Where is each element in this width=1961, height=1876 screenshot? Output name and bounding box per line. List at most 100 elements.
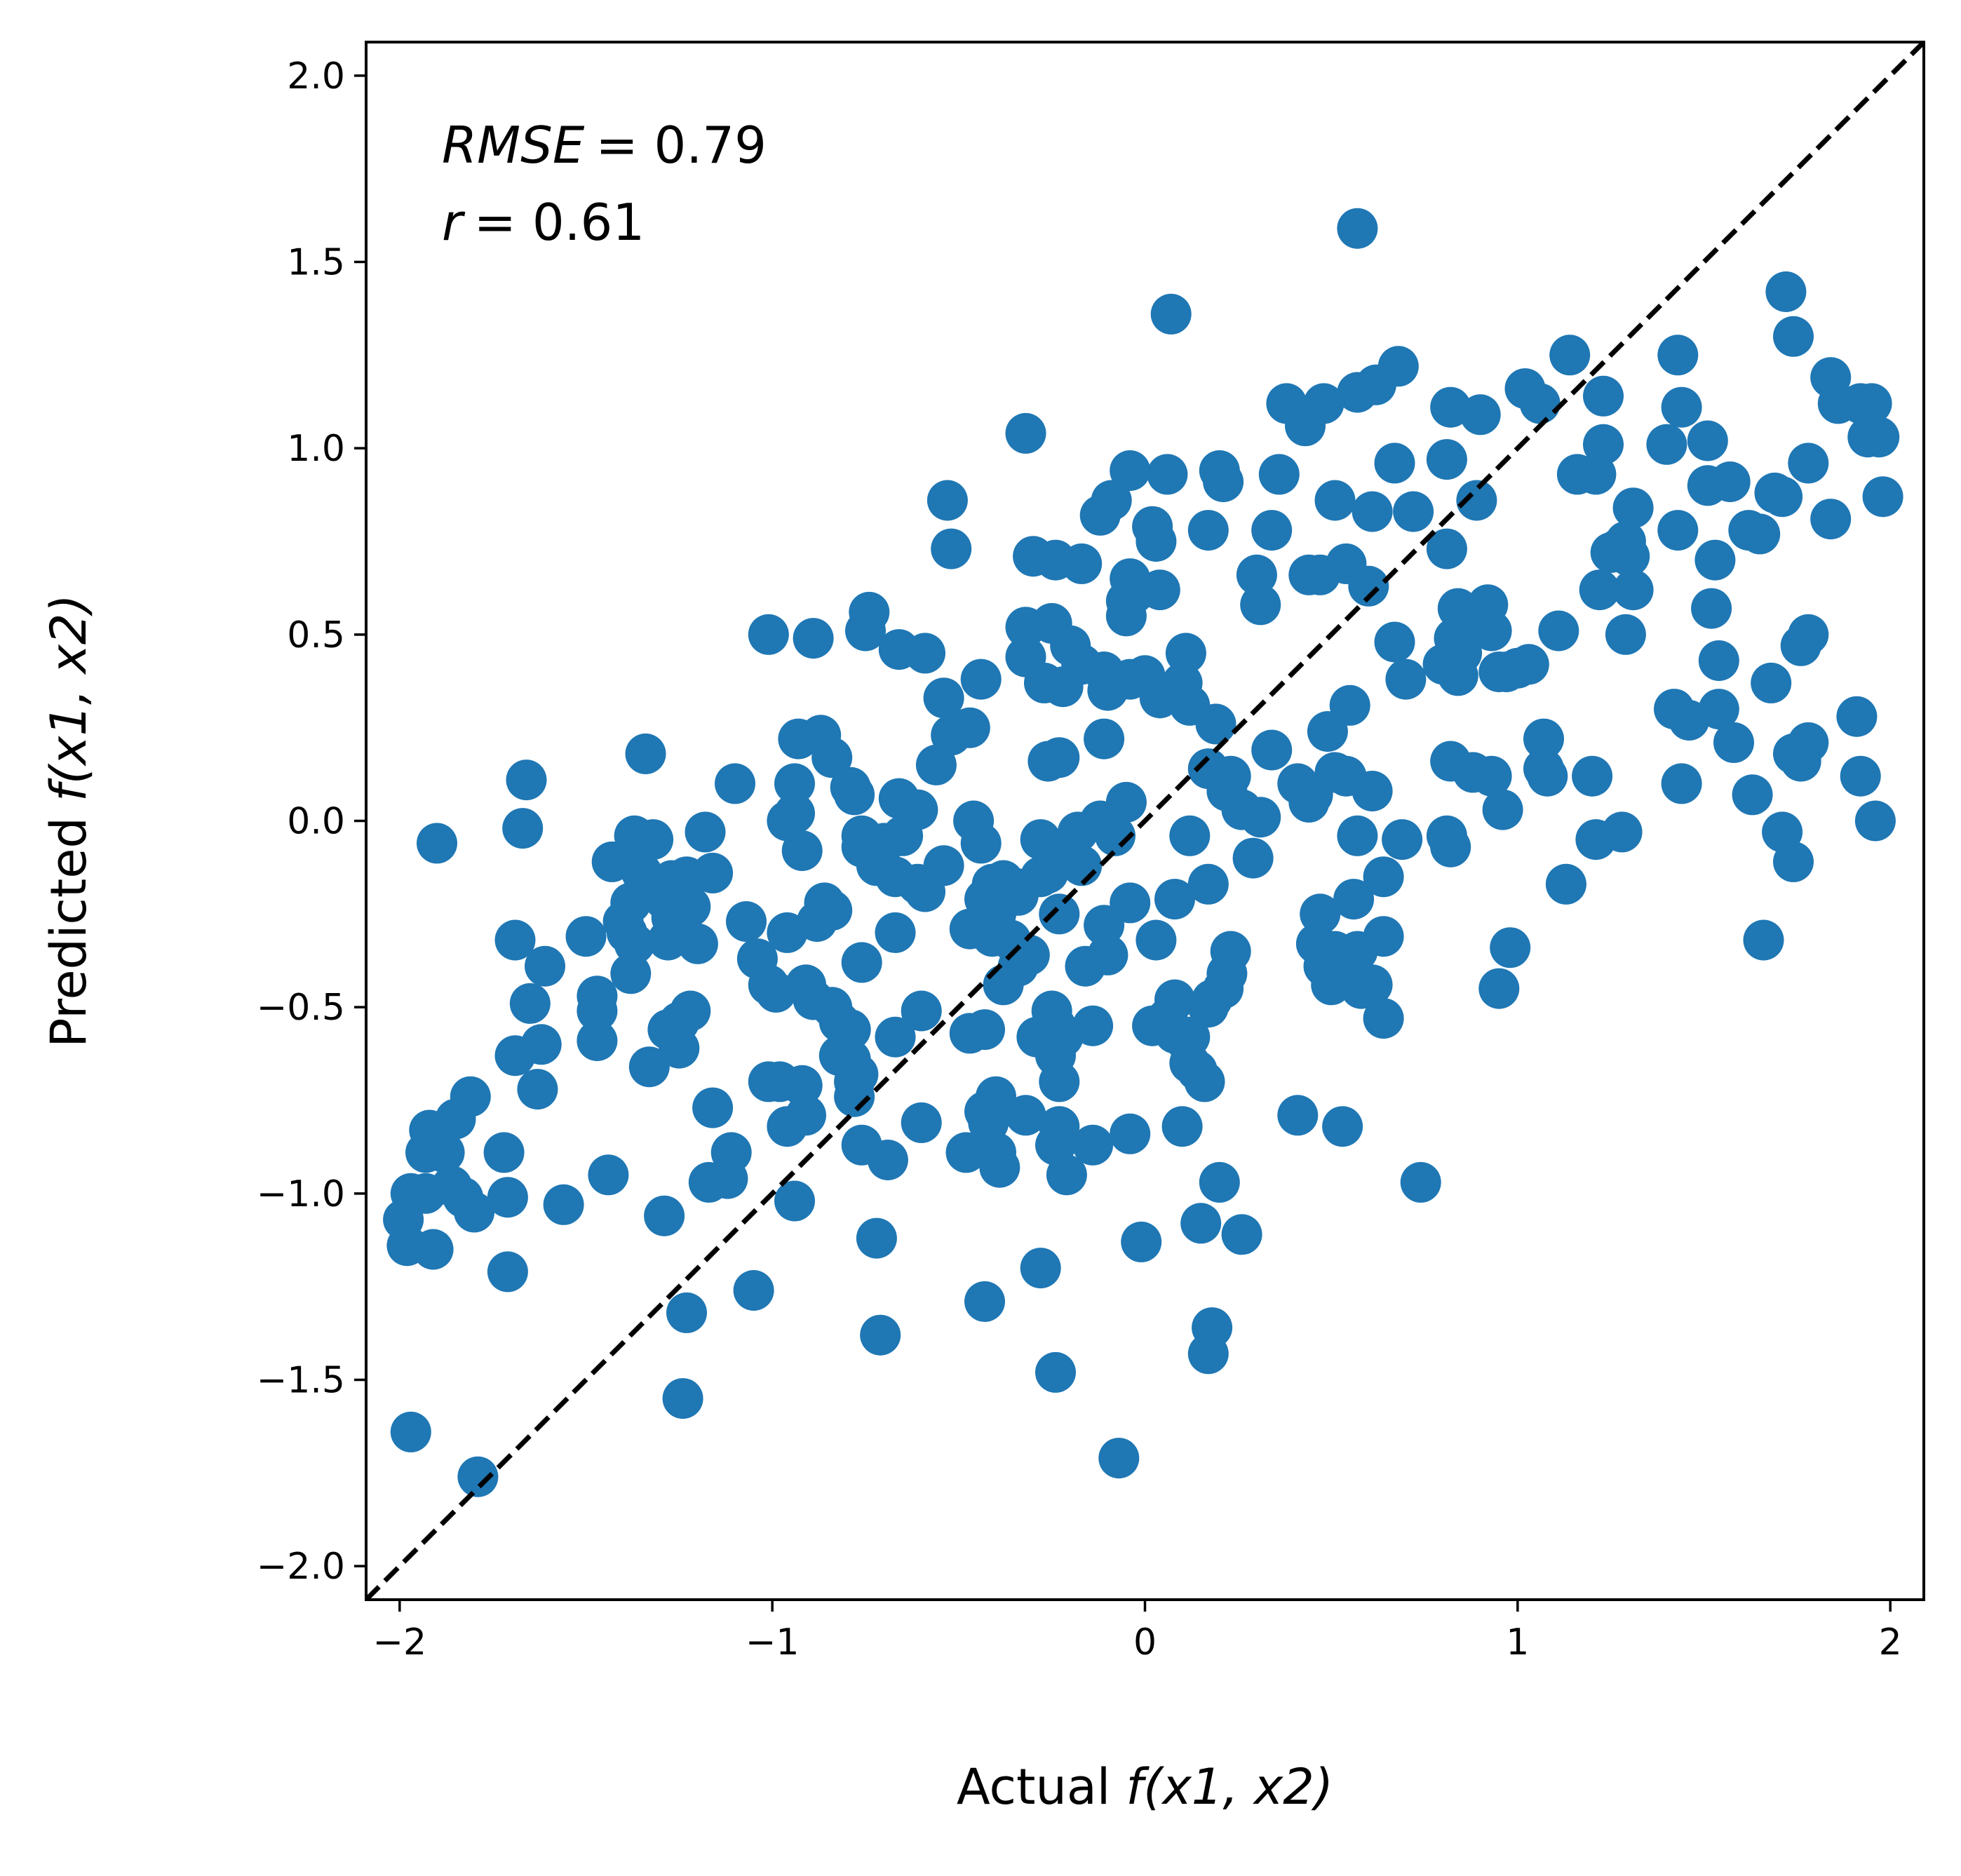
data-point [1478, 968, 1520, 1009]
data-point [1084, 905, 1125, 946]
x-tick-label: −2 [372, 1621, 426, 1664]
data-point [979, 1147, 1020, 1188]
data-point [845, 610, 886, 652]
data-point [1788, 443, 1829, 484]
data-point [1851, 383, 1892, 424]
data-point [1490, 927, 1531, 969]
data-point [1508, 644, 1549, 685]
data-point [923, 677, 964, 719]
data-point [494, 919, 536, 961]
data-point [793, 618, 834, 659]
data-point [633, 819, 674, 861]
data-point [625, 733, 666, 774]
data-point [1240, 584, 1281, 626]
data-point [1084, 718, 1125, 760]
data-point [1221, 1214, 1262, 1255]
x-axis-title-expr: f(x1, x2) [1126, 1758, 1333, 1816]
data-point [1374, 443, 1415, 484]
data-point [614, 923, 655, 964]
data-point [1385, 659, 1427, 700]
data-point [677, 923, 718, 964]
data-point [1657, 335, 1699, 376]
data-point [1363, 856, 1404, 898]
y-tick-label: −0.5 [257, 987, 345, 1029]
data-point [811, 737, 853, 778]
data-point [1072, 1124, 1114, 1166]
data-point [875, 912, 916, 953]
data-point [1005, 1095, 1046, 1136]
data-point [1687, 420, 1728, 461]
data-point [964, 1009, 1005, 1051]
data-point [1743, 919, 1784, 961]
data-point [390, 1411, 431, 1452]
data-point [662, 1378, 703, 1419]
data-point [457, 1456, 499, 1497]
data-point [685, 811, 726, 853]
data-point [1400, 1161, 1441, 1203]
data-point [1773, 316, 1814, 357]
data-point [1661, 763, 1702, 804]
data-point [1456, 480, 1497, 521]
data-point [1482, 789, 1523, 830]
data-point [1460, 394, 1501, 436]
data-point [1698, 640, 1739, 681]
data-point [1780, 741, 1821, 782]
data-point [715, 763, 755, 804]
data-point [1612, 487, 1654, 529]
data-point [1430, 826, 1471, 868]
data-point [1337, 208, 1378, 249]
data-point [1333, 879, 1375, 920]
x-axis-title: Actual f(x1, x2) [957, 1758, 1333, 1816]
data-point [1039, 893, 1080, 935]
data-point [1352, 491, 1393, 532]
data-point [424, 1132, 465, 1173]
data-point [659, 1027, 700, 1069]
data-point [509, 983, 551, 1024]
data-point [1285, 405, 1326, 447]
data-point [1009, 934, 1050, 976]
data-point [1694, 539, 1736, 581]
data-point [905, 633, 945, 674]
data-point [1042, 666, 1084, 708]
data-point [1352, 964, 1393, 1006]
data-point [1121, 1221, 1162, 1262]
data-point [1788, 614, 1829, 655]
data-point [875, 1016, 916, 1058]
data-point [1523, 718, 1564, 760]
data-point [796, 901, 837, 942]
data-point [1579, 569, 1620, 611]
data-point [1374, 621, 1415, 663]
data-point [1061, 543, 1103, 584]
data-point [502, 808, 544, 849]
data-point [1575, 454, 1617, 495]
data-point [1545, 863, 1586, 905]
data-point [692, 1087, 734, 1128]
data-point [1236, 554, 1277, 595]
data-point [733, 1270, 774, 1311]
identity-line-group [366, 42, 1924, 1600]
data-point [983, 964, 1024, 1006]
data-point [412, 1229, 454, 1270]
data-point [1020, 1248, 1061, 1289]
data-point [520, 1024, 562, 1065]
data-point [565, 916, 607, 957]
data-point [748, 614, 789, 655]
data-point [1039, 737, 1080, 778]
data-point [1136, 919, 1177, 961]
data-point [931, 528, 972, 569]
data-point [1187, 1333, 1229, 1375]
rmse-annotation: RMSE = 0.79 [442, 116, 767, 175]
data-point [1519, 383, 1561, 424]
axis-ticks: −2 −1 0 1 2 −2.0 −1.5 −1.0 −0.5 0.0 0.5 1.0 1.5 2.0 [257, 55, 1902, 1664]
data-point [577, 1020, 618, 1061]
data-point [1184, 1061, 1225, 1102]
data-point [1110, 1113, 1151, 1154]
data-point [1572, 755, 1613, 797]
rmse-label: RMSE [442, 116, 585, 175]
data-point [487, 1177, 528, 1218]
data-point [860, 1314, 901, 1356]
data-point [1039, 1061, 1080, 1102]
data-point [1187, 863, 1229, 905]
data-point [1203, 461, 1244, 502]
